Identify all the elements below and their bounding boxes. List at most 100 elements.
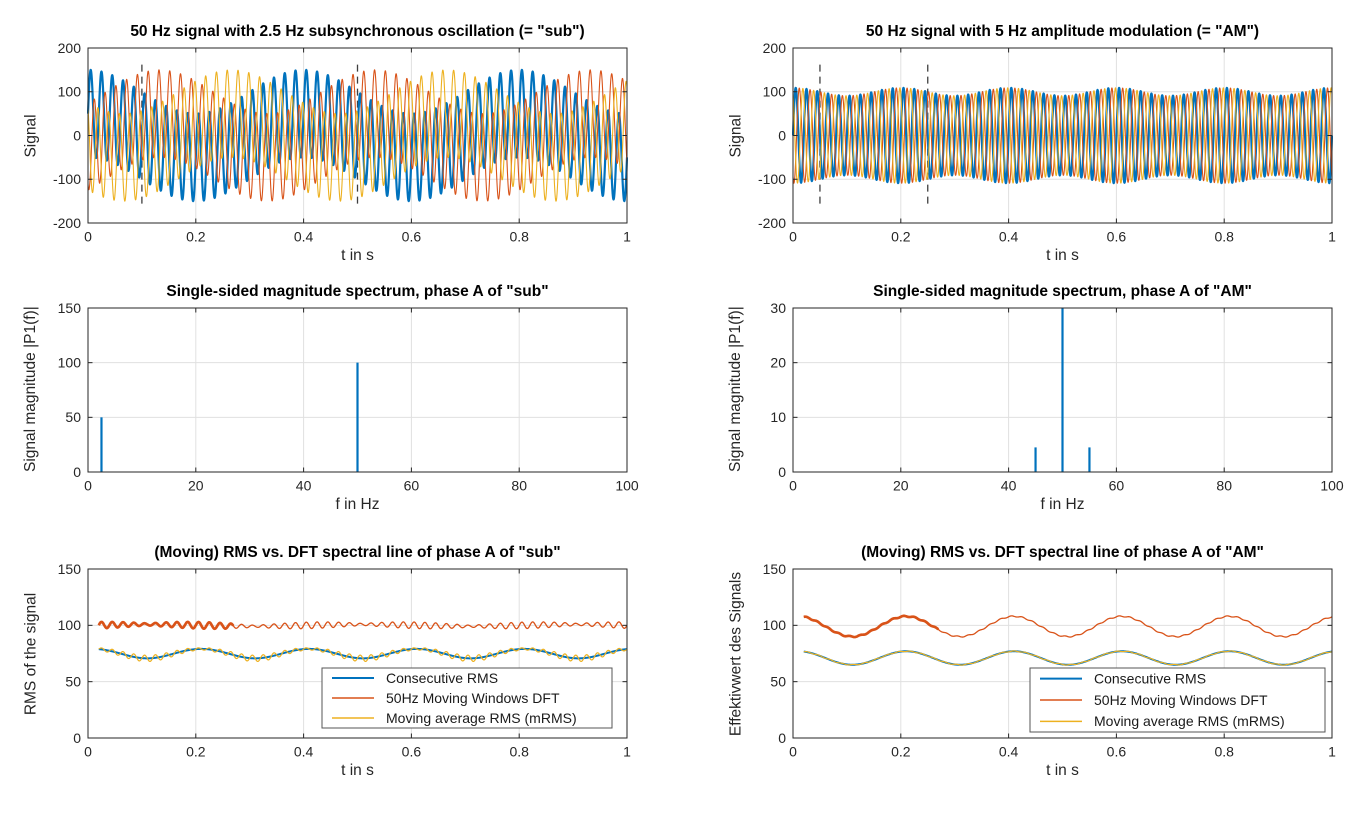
- series-phase-c: [792, 87, 1333, 184]
- x-axis-label-sub-signal: t in s: [341, 247, 374, 264]
- y-tick-label: 0: [73, 464, 81, 480]
- x-axis-label-am-spectrum: f in Hz: [1040, 496, 1085, 513]
- legend: Consecutive RMS 50Hz Moving Windows DFT Mo…: [321, 667, 613, 729]
- axes-box: [792, 568, 1333, 739]
- x-tick-label: 20: [893, 477, 909, 493]
- legend-label: Consecutive RMS: [386, 670, 498, 686]
- subplot-am-signal-time: 0 0.2 0.4 0.6 0.8 1 -200 -100 0 100 200: [758, 40, 1336, 245]
- y-tick-label: 100: [763, 84, 787, 100]
- y-tick-label: 100: [763, 617, 787, 633]
- x-tick-label: 0: [84, 477, 92, 493]
- plot-title-am-signal: 50 Hz signal with 5 Hz amplitude modulat…: [865, 23, 1260, 40]
- series-50hz-moving-windows-dft: [803, 615, 1333, 638]
- plot-title-sub-rms: (Moving) RMS vs. DFT spectral line of ph…: [154, 544, 561, 561]
- plot-title-am-rms: (Moving) RMS vs. DFT spectral line of ph…: [861, 544, 1264, 561]
- x-tick-label: 60: [404, 477, 420, 493]
- x-tick-label: 1: [623, 228, 631, 244]
- x-tick-label: 0.4: [294, 743, 314, 759]
- x-tick-label: 0.2: [186, 743, 206, 759]
- y-tick-label: 0: [778, 730, 786, 746]
- legend-label: Moving average RMS (mRMS): [1094, 713, 1285, 729]
- y-tick-label: 100: [58, 84, 82, 100]
- x-tick-label: 0: [84, 743, 92, 759]
- y-axis-label-am-rms: Effektivwert des Signals: [727, 571, 744, 736]
- legend-label: 50Hz Moving Windows DFT: [1094, 692, 1268, 708]
- x-tick-label: 100: [615, 477, 639, 493]
- x-tick-label: 100: [1320, 477, 1344, 493]
- x-axis-label-am-signal: t in s: [1046, 247, 1079, 264]
- series-50hz-moving-windows-dft: [98, 621, 628, 630]
- x-tick-label: 0.6: [1107, 743, 1127, 759]
- series-phase-b: [87, 69, 628, 202]
- x-axis-label-sub-rms: t in s: [341, 762, 374, 779]
- y-tick-label: 30: [770, 300, 786, 316]
- y-tick-label: 50: [65, 409, 81, 425]
- x-tick-label: 0.4: [999, 743, 1019, 759]
- y-tick-label: 150: [763, 561, 787, 577]
- series-phase-a: [792, 86, 1333, 185]
- series-phase-b: [792, 87, 1333, 184]
- subplot-sub-spectrum: 0 20 40 60 80 100 0 50 100 150: [58, 300, 639, 494]
- x-tick-label: 0: [789, 477, 797, 493]
- y-tick-label: -200: [758, 215, 786, 231]
- series-phase-c: [87, 69, 628, 202]
- y-tick-label: 200: [58, 40, 82, 56]
- x-tick-label: 1: [1328, 743, 1336, 759]
- legend: Consecutive RMS 50Hz Moving Windows DFT Mo…: [1029, 667, 1326, 733]
- y-axis-label-am-spectrum: Signal magnitude |P1(f)|: [727, 306, 744, 472]
- y-tick-label: 200: [763, 40, 787, 56]
- x-tick-label: 80: [511, 477, 527, 493]
- x-tick-label: 40: [296, 477, 312, 493]
- y-tick-label: 150: [58, 300, 82, 316]
- x-tick-label: 0.8: [509, 743, 529, 759]
- axes-box: [87, 307, 628, 473]
- x-tick-label: 0.6: [402, 743, 422, 759]
- x-tick-label: 0.4: [294, 228, 314, 244]
- series-consecutive-rms: [803, 650, 1333, 666]
- y-tick-label: 150: [58, 561, 82, 577]
- x-tick-label: 1: [623, 743, 631, 759]
- plot-title-sub-signal: 50 Hz signal with 2.5 Hz subsynchronous …: [130, 23, 585, 40]
- y-tick-label: 50: [770, 674, 786, 690]
- y-tick-label: 50: [65, 674, 81, 690]
- legend-label: Moving average RMS (mRMS): [386, 710, 577, 726]
- y-tick-label: 0: [73, 127, 81, 143]
- y-axis-label-am-signal: Signal: [727, 113, 744, 158]
- y-tick-label: 0: [778, 464, 786, 480]
- x-tick-label: 0.6: [1107, 228, 1127, 244]
- axes-box: [792, 307, 1333, 473]
- x-tick-label: 40: [1001, 477, 1017, 493]
- legend-label: 50Hz Moving Windows DFT: [386, 690, 560, 706]
- subplot-am-rms: 0 0.2 0.4 0.6 0.8 1 0 50 100 150 Consecutive RMS 50…: [763, 561, 1336, 760]
- x-tick-label: 0.4: [999, 228, 1019, 244]
- y-axis-label-sub-rms: RMS of the signal: [22, 592, 39, 715]
- plot-title-am-spectrum: Single-sided magnitude spectrum, phase A…: [873, 283, 1252, 300]
- series-moving-average-rms-(mrms): [98, 647, 628, 663]
- series-moving-average-rms-(mrms): [803, 650, 1333, 666]
- x-tick-label: 0: [789, 743, 797, 759]
- y-axis-label-sub-spectrum: Signal magnitude |P1(f)|: [22, 306, 39, 472]
- x-tick-label: 20: [188, 477, 204, 493]
- y-tick-label: 10: [770, 409, 786, 425]
- plot-title-sub-spectrum: Single-sided magnitude spectrum, phase A…: [166, 283, 549, 300]
- x-axis-label-am-rms: t in s: [1046, 762, 1079, 779]
- y-tick-label: 100: [58, 617, 82, 633]
- subplot-sub-rms: 0 0.2 0.4 0.6 0.8 1 0 50 100 150 Consecutive RMS 50…: [58, 561, 631, 760]
- x-tick-label: 0: [789, 228, 797, 244]
- x-tick-label: 0.8: [1214, 743, 1234, 759]
- y-tick-label: -100: [758, 171, 786, 187]
- y-axis-label-sub-signal: Signal: [22, 113, 39, 158]
- x-tick-label: 80: [1216, 477, 1232, 493]
- x-axis-label-sub-spectrum: f in Hz: [335, 496, 380, 513]
- subplot-am-spectrum: 0 20 40 60 80 100 0 10 20 30: [770, 300, 1343, 494]
- y-tick-label: -100: [53, 171, 81, 187]
- y-tick-label: 0: [778, 127, 786, 143]
- axes-box: [87, 568, 628, 739]
- x-tick-label: 0.2: [891, 228, 911, 244]
- x-tick-label: 0.2: [891, 743, 911, 759]
- x-tick-label: 60: [1109, 477, 1125, 493]
- x-tick-label: 0.6: [402, 228, 422, 244]
- y-tick-label: 0: [73, 730, 81, 746]
